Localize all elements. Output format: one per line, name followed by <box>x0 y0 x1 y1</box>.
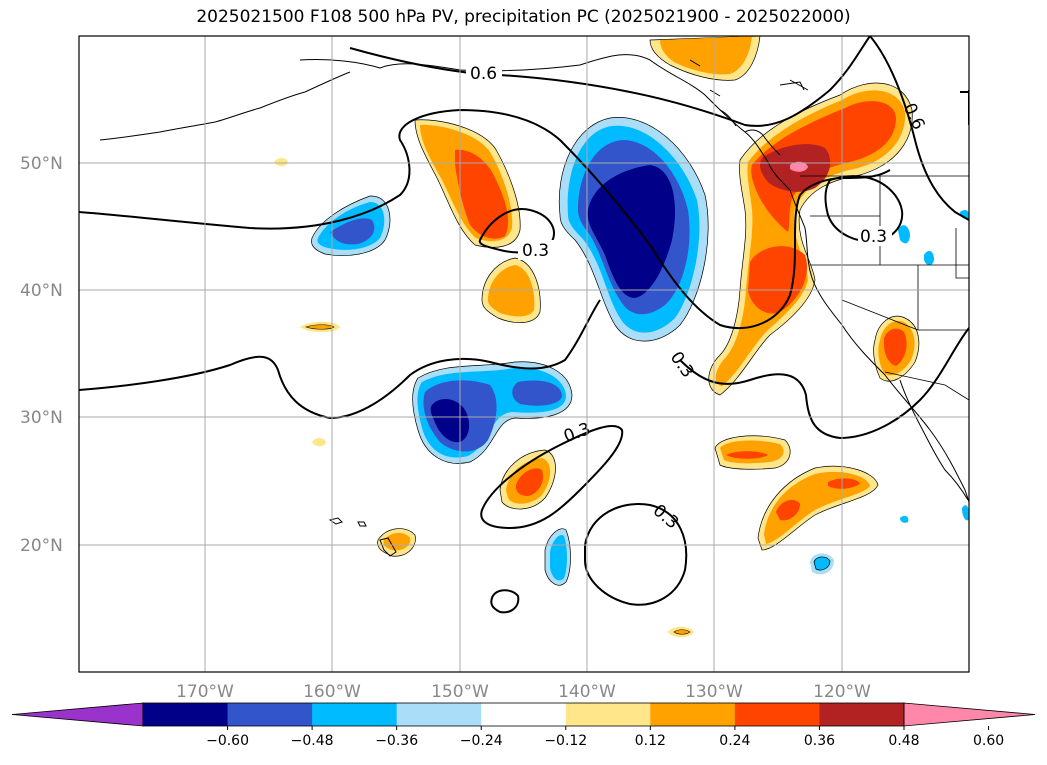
anomaly-speck-4-mid <box>673 629 691 635</box>
colorbar-tick-label: 0.60 <box>973 733 1004 749</box>
colorbar-segment <box>312 703 398 726</box>
anomaly-speck-2 <box>274 157 288 167</box>
colorbar-tick-label: 0.24 <box>719 733 750 749</box>
lat-label: 20°N <box>20 536 63 556</box>
colorbar-segment <box>143 703 229 726</box>
lon-label: 170°W <box>176 682 234 702</box>
coastline-aleutians <box>99 71 351 141</box>
colorbar-segment <box>565 703 651 726</box>
contour-0.3-south <box>79 299 601 420</box>
colorbar-extend-low <box>11 702 144 727</box>
contour-small-loop <box>490 589 520 614</box>
anomaly-blob-subtrop-pos-strong <box>515 468 544 496</box>
colorbar-tick-label: 0.48 <box>888 733 919 749</box>
latitude-labels: 50°N 40°N 30°N 20°N <box>20 154 63 556</box>
lon-label: 130°W <box>685 682 743 702</box>
anomaly-blob-se2-pos-strong <box>776 478 860 521</box>
anomaly-blob-hawaii-pos-mid <box>383 532 411 551</box>
anomaly-blob-west-neg-strong <box>330 218 375 245</box>
coastline-alaska <box>299 54 791 191</box>
anomaly-blob-small-neg-2-mid <box>813 556 831 571</box>
anomaly-speck-1-mid <box>305 324 335 330</box>
anomaly-blob-se1-pos-strong <box>726 451 768 459</box>
political-borders <box>800 175 969 401</box>
pv-contours <box>79 36 969 614</box>
colorbar-tick-label: −0.60 <box>206 733 249 749</box>
lon-label: 150°W <box>431 682 489 702</box>
negative-precip-anomalies <box>311 117 969 586</box>
colorbar-segment <box>396 703 482 726</box>
lon-label: 160°W <box>303 682 361 702</box>
plot-area: 0.6 0.3 0.3 0.3 0.3 0.3 0.6 0.6 <box>79 36 985 672</box>
coastline-baja <box>899 379 969 501</box>
contour-0.3-se-arc <box>679 327 969 440</box>
lon-label: 120°W <box>813 682 871 702</box>
lat-label: 40°N <box>20 281 63 301</box>
coastline-islands-bc <box>689 59 809 97</box>
lat-label: 30°N <box>20 408 63 428</box>
anomaly-blob-alaska-pos-mid <box>660 36 752 75</box>
positive-precip-anomalies <box>274 36 920 638</box>
border-us-mexico <box>884 371 969 401</box>
contour-label: 0.6 <box>470 64 497 84</box>
gridlines <box>79 36 969 672</box>
contour-0.3-main <box>79 108 891 330</box>
border-states <box>810 176 969 331</box>
colorbar-segment <box>227 703 313 726</box>
colorbar-extend-high <box>903 702 1036 727</box>
anomaly-blob-small-neg-1-mid <box>550 534 567 581</box>
colorbar-frame <box>142 702 905 727</box>
colorbar-tick-label: 0.36 <box>804 733 835 749</box>
coastlines <box>99 54 969 557</box>
anomaly-speck-3 <box>312 437 326 447</box>
map-title: 2025021500 F108 500 hPa PV, precipitatio… <box>196 7 851 27</box>
contour-label: 0.3 <box>522 241 549 261</box>
contour-east-edge <box>960 90 969 125</box>
plot-frame <box>78 35 970 673</box>
anomaly-blob-se2-pos-mid <box>764 471 870 544</box>
colorbar-segment <box>650 703 736 726</box>
colorbar-tick-label: −0.24 <box>460 733 503 749</box>
anomaly-blob-se3-pos-strong <box>884 328 907 366</box>
colorbar-segment <box>734 703 820 726</box>
colorbar-tick-label: 0.12 <box>635 733 666 749</box>
anomaly-blob-small-neg-7 <box>900 515 909 523</box>
colorbar-tick-label: −0.48 <box>291 733 334 749</box>
colorbar-segment <box>819 703 905 726</box>
contour-0.3-subtrop-loop <box>480 425 624 530</box>
coastline-bc <box>719 109 781 156</box>
anomaly-blob-gulf-pos-strong <box>455 149 509 239</box>
anomaly-blob-mid-pos-mid <box>488 265 535 317</box>
contour-label: 0.3 <box>860 227 887 247</box>
anomaly-blob-small-neg-6 <box>962 505 969 521</box>
contour-0.6-east <box>869 36 969 221</box>
lon-label: 140°W <box>558 682 616 702</box>
anomaly-blob-central-neg-max <box>587 165 676 298</box>
colorbar: −0.60 −0.48 −0.36 −0.24 −0.12 0.12 0.24 0.36 0.4… <box>11 702 1036 749</box>
lat-label: 50°N <box>20 154 63 174</box>
coastline-us-west <box>789 189 969 504</box>
colorbar-tick-label: −0.36 <box>375 733 418 749</box>
anomaly-blob-pnw-pos-top <box>790 161 808 172</box>
contour-0.3-south-loop <box>584 503 688 606</box>
coastline-hawaii <box>328 517 397 557</box>
colorbar-segment <box>481 703 567 726</box>
anomaly-blob-small-neg-3 <box>898 225 910 244</box>
anomaly-blob-small-neg-4 <box>924 250 934 266</box>
colorbar-tick-label: −0.12 <box>544 733 587 749</box>
contour-label: 0.6 <box>965 94 985 121</box>
contour-0.6-north <box>349 36 871 127</box>
longitude-labels: 170°W 160°W 150°W 140°W 130°W 120°W <box>176 682 871 702</box>
